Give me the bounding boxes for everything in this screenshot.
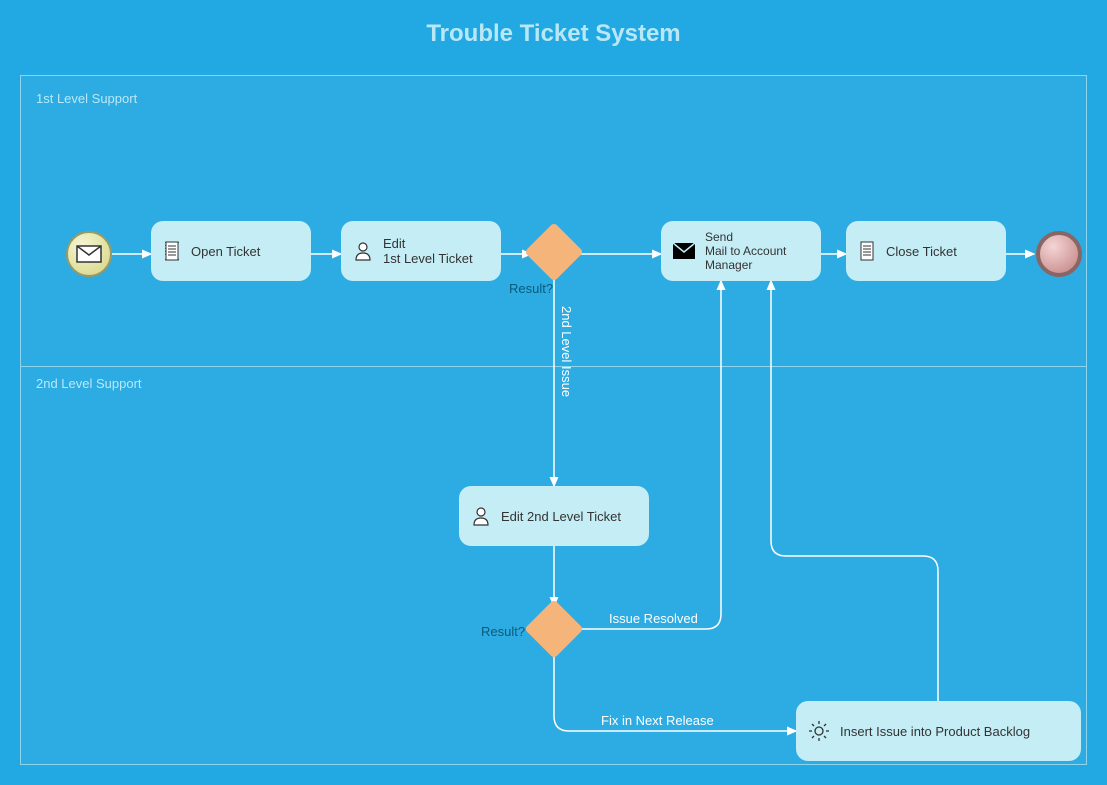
user-icon (353, 240, 373, 262)
diagram-title: Trouble Ticket System (0, 20, 1107, 48)
insert-backlog-label: Insert Issue into Product Backlog (840, 724, 1030, 739)
edit-1st-label: Edit 1st Level Ticket (383, 236, 473, 266)
envelope-icon (76, 245, 102, 263)
close-ticket-task: Close Ticket (846, 221, 1006, 281)
lane1-label: 1st Level Support (36, 91, 137, 106)
gateway-2 (524, 599, 583, 658)
gateway-2-label: Result? (481, 624, 525, 639)
start-event (66, 231, 112, 277)
edit-2nd-task: Edit 2nd Level Ticket (459, 486, 649, 546)
edge-label-resolved: Issue Resolved (609, 611, 698, 626)
pool-container: 1st Level Support 2nd Level Support Open… (20, 75, 1087, 765)
edge-label-next-release: Fix in Next Release (601, 713, 714, 728)
open-ticket-task: Open Ticket (151, 221, 311, 281)
close-ticket-label: Close Ticket (886, 244, 957, 259)
send-mail-label: Send Mail to Account Manager (705, 230, 809, 272)
doc-icon (858, 240, 876, 262)
user-icon (471, 505, 491, 527)
insert-backlog-task: Insert Issue into Product Backlog (796, 701, 1081, 761)
end-event (1036, 231, 1082, 277)
lane2-label: 2nd Level Support (36, 376, 142, 391)
lane-divider (21, 366, 1086, 367)
edges-layer (21, 76, 1086, 764)
edge-label-2nd-level: 2nd Level Issue (559, 306, 574, 397)
gateway-1 (524, 222, 583, 281)
gear-icon (808, 720, 830, 742)
envelope-solid-icon (673, 243, 695, 259)
edit-2nd-label: Edit 2nd Level Ticket (501, 509, 621, 524)
edit-1st-task: Edit 1st Level Ticket (341, 221, 501, 281)
send-mail-task: Send Mail to Account Manager (661, 221, 821, 281)
gateway-1-label: Result? (509, 281, 553, 296)
doc-icon (163, 240, 181, 262)
open-ticket-label: Open Ticket (191, 244, 260, 259)
